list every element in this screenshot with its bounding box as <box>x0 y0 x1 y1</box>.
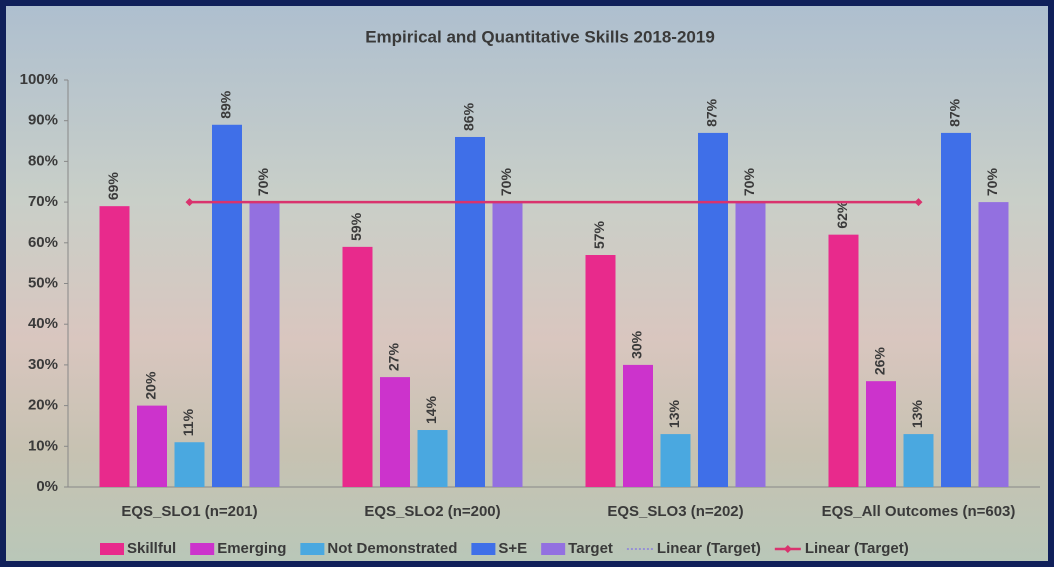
legend-swatch <box>541 543 565 555</box>
bar <box>175 442 205 487</box>
data-label: 13% <box>909 400 925 429</box>
data-label: 26% <box>872 347 888 376</box>
legend-label: Not Demonstrated <box>327 540 457 557</box>
data-label: 87% <box>947 98 963 127</box>
bar <box>380 377 410 487</box>
data-label: 69% <box>105 172 121 201</box>
y-tick-label: 60% <box>28 234 58 251</box>
bar <box>586 255 616 487</box>
data-label: 13% <box>666 400 682 429</box>
bar <box>418 430 448 487</box>
x-tick-label: EQS_SLO3 (n=202) <box>607 503 743 520</box>
y-tick-label: 20% <box>28 397 58 414</box>
data-label: 59% <box>348 212 364 241</box>
legend-label: Target <box>568 540 613 557</box>
bar <box>623 365 653 487</box>
legend-label: Skillful <box>127 540 176 557</box>
y-tick-label: 90% <box>28 112 58 129</box>
bar <box>455 137 485 487</box>
y-tick-label: 10% <box>28 437 58 454</box>
data-label: 70% <box>255 168 271 197</box>
y-tick-label: 50% <box>28 274 58 291</box>
y-tick-label: 80% <box>28 152 58 169</box>
y-tick-label: 40% <box>28 315 58 332</box>
data-label: 70% <box>984 168 1000 197</box>
legend-label: Linear (Target) <box>805 540 909 557</box>
bar <box>829 235 859 487</box>
bar <box>343 247 373 487</box>
y-tick-label: 70% <box>28 193 58 210</box>
data-label: 70% <box>498 168 514 197</box>
x-tick-label: EQS_All Outcomes (n=603) <box>822 503 1016 520</box>
bar <box>866 381 896 487</box>
data-label: 62% <box>834 200 850 229</box>
data-label: 11% <box>180 408 196 436</box>
legend-label: Emerging <box>217 540 286 557</box>
bar <box>979 202 1009 487</box>
data-label: 86% <box>461 102 477 131</box>
bar <box>212 125 242 487</box>
bar <box>100 206 130 487</box>
bar <box>250 202 280 487</box>
bar <box>904 434 934 487</box>
data-label: 30% <box>629 330 645 359</box>
data-label: 87% <box>704 98 720 127</box>
legend-swatch <box>100 543 124 555</box>
data-label: 70% <box>741 168 757 197</box>
x-tick-label: EQS_SLO2 (n=200) <box>364 503 500 520</box>
chart: Empirical and Quantitative Skills 2018-2… <box>0 0 1054 567</box>
data-label: 14% <box>423 395 439 424</box>
bar <box>941 133 971 487</box>
data-label: 27% <box>386 343 402 372</box>
legend-swatch <box>300 543 324 555</box>
chart-title: Empirical and Quantitative Skills 2018-2… <box>365 27 715 46</box>
y-tick-label: 0% <box>36 478 58 495</box>
legend-swatch <box>471 543 495 555</box>
legend-swatch <box>190 543 214 555</box>
legend-label: Linear (Target) <box>657 540 761 557</box>
bar <box>661 434 691 487</box>
data-label: 89% <box>218 90 234 119</box>
x-tick-label: EQS_SLO1 (n=201) <box>121 503 257 520</box>
y-tick-label: 30% <box>28 356 58 373</box>
bar <box>493 202 523 487</box>
data-label: 20% <box>143 371 159 400</box>
bar <box>698 133 728 487</box>
bar <box>137 406 167 487</box>
data-label: 57% <box>591 220 607 249</box>
y-tick-label: 100% <box>20 71 58 88</box>
legend-label: S+E <box>498 540 527 557</box>
bar <box>736 202 766 487</box>
